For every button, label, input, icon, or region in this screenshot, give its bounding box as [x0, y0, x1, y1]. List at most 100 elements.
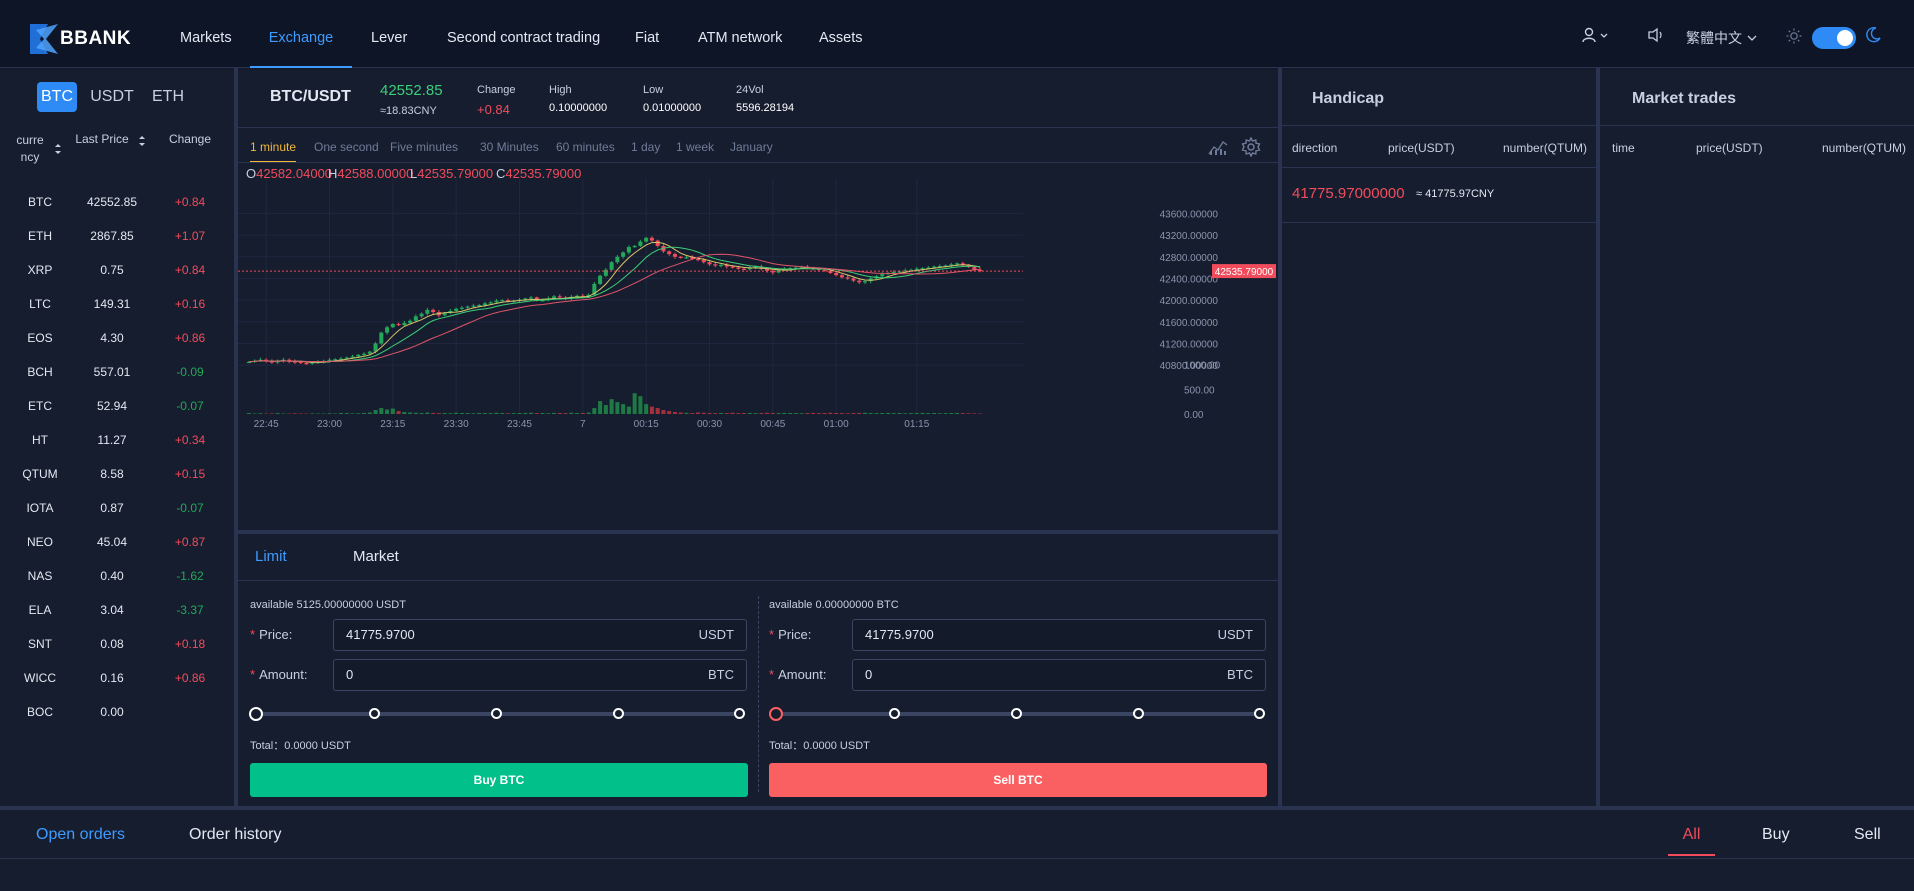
volume-bar	[362, 412, 367, 414]
interval-tab[interactable]: 60 minutes	[556, 140, 615, 154]
language-selector[interactable]: 繁體中文	[1686, 28, 1758, 48]
candle	[396, 323, 401, 326]
divider	[0, 806, 1914, 810]
tab-order-history[interactable]: Order history	[189, 826, 282, 843]
market-row[interactable]: ELA 3.04 -3.37	[0, 593, 234, 627]
market-row[interactable]: BTC 42552.85 +0.84	[0, 185, 234, 219]
market-row[interactable]: EOS 4.30 +0.86	[0, 321, 234, 355]
interval-tab[interactable]: One second	[314, 140, 379, 154]
volume-bar	[534, 413, 539, 414]
slider-stop[interactable]	[889, 708, 900, 719]
candlestick-chart[interactable]: 43600.00000 43200.00000 42800.00000 42400.0…	[238, 164, 1278, 530]
market-row[interactable]: ETC 52.94 -0.07	[0, 389, 234, 423]
market-row[interactable]: NAS 0.40 -1.62	[0, 559, 234, 593]
market-row[interactable]: SNT 0.08 +0.18	[0, 627, 234, 661]
market-row[interactable]: IOTA 0.87 -0.07	[0, 491, 234, 525]
market-row-currency: EOS	[27, 331, 53, 345]
orders-panel: Open orders Order history All Buy Sell	[0, 810, 1914, 891]
slider-stop[interactable]	[1133, 708, 1144, 719]
nav-lever[interactable]: Lever	[371, 30, 408, 46]
volume-bar	[793, 413, 798, 414]
market-trades-panel: Market trades time price(USDT) number(QT…	[1600, 70, 1914, 806]
volume-bar	[903, 413, 908, 414]
volume-bar	[459, 413, 464, 414]
sound-button[interactable]	[1647, 27, 1665, 46]
slider-handle[interactable]	[249, 707, 263, 721]
market-row[interactable]: XRP 0.75 +0.84	[0, 253, 234, 287]
buy-button[interactable]: Buy BTC	[250, 763, 748, 797]
volume-bar	[943, 413, 948, 414]
tab-open-orders[interactable]: Open orders	[36, 826, 125, 843]
market-row-change: -1.62	[176, 569, 204, 583]
nav-exchange[interactable]: Exchange	[250, 0, 352, 68]
candle	[684, 257, 689, 259]
interval-tab[interactable]: January	[730, 140, 773, 154]
nav-fiat[interactable]: Fiat	[635, 30, 660, 46]
nav-assets[interactable]: Assets	[819, 30, 863, 46]
filter-buy[interactable]: Buy	[1762, 826, 1790, 843]
market-row[interactable]: QTUM 8.58 +0.15	[0, 457, 234, 491]
time-tick-label: 01:15	[904, 419, 929, 430]
slider-stop[interactable]	[1254, 708, 1265, 719]
market-tab-eth[interactable]: ETH	[152, 88, 184, 105]
market-row[interactable]: LTC 149.31 +0.16	[0, 287, 234, 321]
order-panel: Limit Market available 5125.00000000 USD…	[238, 530, 1278, 806]
interval-tab[interactable]: 1 minute	[250, 140, 297, 163]
buy-amount-input[interactable]: 0 BTC	[333, 659, 747, 691]
interval-tab[interactable]: 30 Minutes	[480, 140, 539, 154]
chart-settings-icon[interactable]	[1241, 136, 1261, 162]
slider-stop[interactable]	[491, 708, 502, 719]
filter-sell[interactable]: Sell	[1854, 826, 1881, 843]
nav-second-contract[interactable]: Second contract trading	[447, 30, 601, 46]
indicator-icon[interactable]	[1208, 138, 1228, 161]
slider-stop[interactable]	[613, 708, 624, 719]
market-row[interactable]: NEO 45.04 +0.87	[0, 525, 234, 559]
market-row[interactable]: BOC 0.00	[0, 695, 234, 729]
volume-bar	[310, 413, 315, 414]
sort-last-price[interactable]: Last Price	[75, 132, 129, 146]
candle	[949, 264, 954, 266]
volume-bar	[402, 412, 407, 414]
divider	[0, 858, 1914, 859]
interval-tab[interactable]: 1 day	[631, 140, 661, 154]
filter-all[interactable]: All	[1668, 826, 1715, 856]
logo[interactable]: BBANK	[28, 22, 131, 56]
nav-atm-network[interactable]: ATM network	[698, 30, 783, 46]
market-row[interactable]: HT 11.27 +0.34	[0, 423, 234, 457]
slider-stop[interactable]	[369, 708, 380, 719]
market-row-change: +0.18	[174, 637, 206, 651]
market-row-change: +0.84	[174, 263, 206, 277]
ma-line	[248, 253, 981, 363]
vol-value: 5596.28194	[736, 102, 795, 114]
market-row[interactable]: WICC 0.16 +0.86	[0, 661, 234, 695]
slider-stop[interactable]	[734, 708, 745, 719]
candle	[747, 267, 752, 270]
nav-markets[interactable]: Markets	[180, 30, 232, 46]
market-tab-btc[interactable]: BTC	[37, 82, 77, 112]
theme-toggle[interactable]	[1812, 27, 1856, 49]
sort-currency[interactable]: curre ncy	[10, 132, 50, 166]
tab-market[interactable]: Market	[353, 548, 399, 565]
market-row-currency: NEO	[26, 535, 53, 549]
tab-limit[interactable]: Limit	[255, 548, 287, 565]
candle	[350, 356, 355, 358]
market-tab-usdt[interactable]: USDT	[90, 88, 134, 105]
market-row[interactable]: BCH 557.01 -0.09	[0, 355, 234, 389]
buy-amount-slider[interactable]	[249, 707, 745, 721]
market-row-currency: HT	[32, 433, 48, 447]
slider-handle[interactable]	[769, 707, 783, 721]
volume-bar	[816, 413, 821, 414]
buy-price-input[interactable]: 41775.9700 USDT	[333, 619, 747, 651]
slider-stop[interactable]	[1011, 708, 1022, 719]
user-menu[interactable]	[1582, 27, 1612, 46]
sell-price-input[interactable]: 41775.9700 USDT	[852, 619, 1266, 651]
volume-bar	[678, 412, 683, 414]
volume-bar	[292, 413, 297, 414]
interval-tab[interactable]: Five minutes	[390, 140, 459, 154]
sell-amount-slider[interactable]	[769, 707, 1265, 721]
market-row[interactable]: ETH 2867.85 +1.07	[0, 219, 234, 253]
market-row-currency: XRP	[27, 263, 53, 277]
interval-tab[interactable]: 1 week	[676, 140, 715, 154]
sell-button[interactable]: Sell BTC	[769, 763, 1267, 797]
sell-amount-input[interactable]: 0 BTC	[852, 659, 1266, 691]
